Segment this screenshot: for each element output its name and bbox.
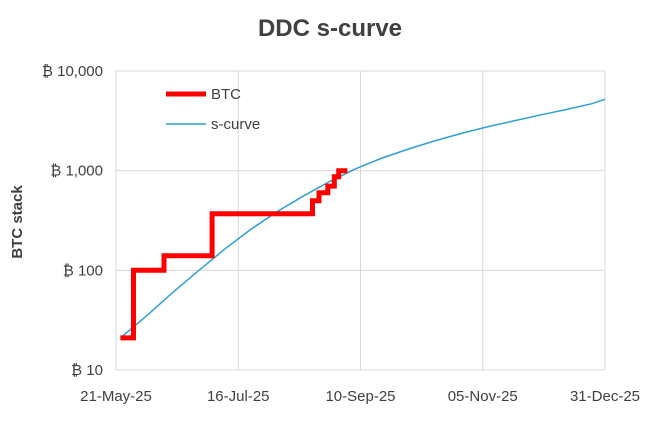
y-tick-label: ₿ 1,000 (50, 163, 103, 180)
series-line-btc (120, 168, 348, 341)
x-axis-ticks: 21-May-25 16-Jul-25 10-Sep-25 05-Nov-25 31-D… (80, 388, 640, 405)
chart-title: DDC s-curve (258, 15, 402, 42)
legend-label-btc: BTC (211, 86, 241, 103)
y-axis-ticks: ₿ 10 ₿ 100 ₿ 1,000 ₿ 10,000 (42, 63, 103, 379)
x-tick-label: 31-Dec-25 (570, 388, 640, 405)
x-tick-label: 21-May-25 (80, 388, 152, 405)
x-tick-label: 16-Jul-25 (207, 388, 270, 405)
legend: BTC s-curve (166, 86, 260, 133)
y-tick-label: ₿ 10,000 (42, 63, 103, 80)
x-tick-label: 10-Sep-25 (325, 388, 395, 405)
y-axis-title: BTC stack (9, 185, 26, 259)
series-line-s-curve (119, 98, 606, 339)
plot-area (119, 98, 606, 341)
grid (115, 70, 606, 371)
y-tick-label: ₿ 100 (63, 262, 103, 279)
legend-label-s-curve: s-curve (211, 116, 260, 133)
x-tick-label: 05-Nov-25 (448, 388, 518, 405)
y-tick-label: ₿ 10 (71, 362, 103, 379)
